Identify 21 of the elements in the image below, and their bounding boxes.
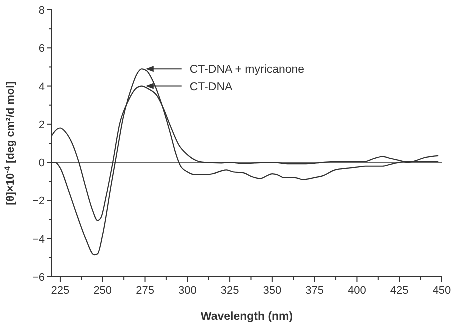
x-tick-label: 375 — [306, 285, 324, 297]
x-tick-label: 450 — [432, 285, 452, 297]
x-tick-label: 300 — [178, 285, 197, 297]
x-tick-label: 275 — [136, 285, 154, 297]
x-tick-label: 250 — [94, 285, 112, 297]
y-tick-label: 4 — [38, 81, 45, 94]
y-tick-label: −2 — [32, 196, 45, 208]
x-tick-label: 325 — [220, 285, 240, 297]
y-tick-label: −6 — [32, 272, 45, 284]
x-tick-label: 350 — [263, 285, 282, 297]
y-tick-label: −4 — [32, 234, 45, 246]
x-tick-label: 400 — [348, 285, 366, 297]
y-tick-label: 6 — [38, 43, 45, 56]
x-tick-label: 225 — [51, 285, 70, 297]
x-axis-title: Wavelength (nm) — [200, 311, 294, 323]
x-tick-label: 425 — [390, 285, 409, 297]
y-tick-label: 0 — [38, 158, 45, 170]
legend-label: CT-DNA + myricanone — [190, 64, 305, 76]
legend-label: CT-DNA — [190, 81, 234, 94]
y-tick-label: 2 — [38, 119, 45, 132]
y-tick-label: 8 — [38, 5, 45, 17]
